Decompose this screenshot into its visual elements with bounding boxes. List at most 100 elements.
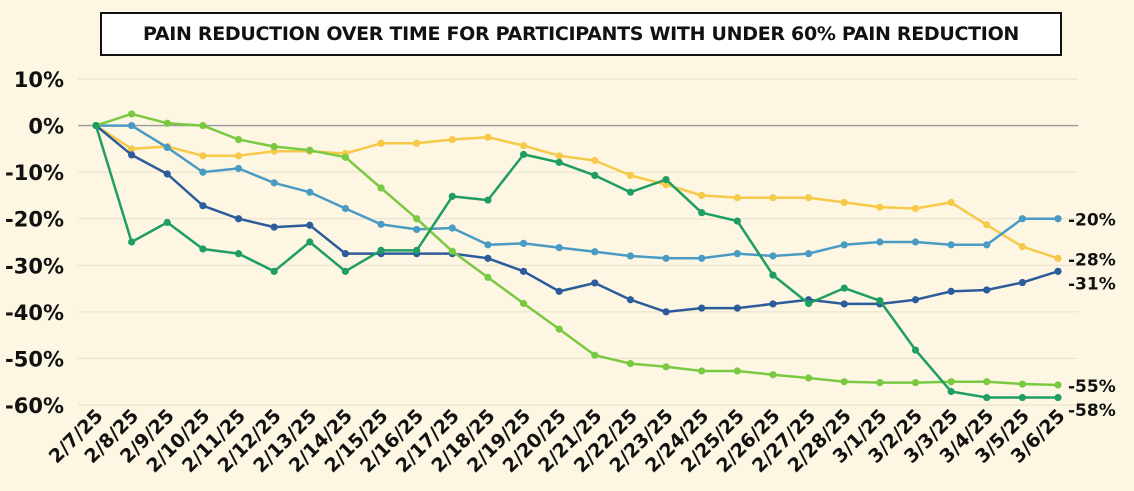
series-line xyxy=(94,112,1060,387)
data-point xyxy=(769,300,777,308)
data-point xyxy=(163,218,171,227)
data-point xyxy=(911,204,920,213)
data-point xyxy=(448,135,456,144)
end-value-label: -31% xyxy=(1068,274,1116,294)
data-point xyxy=(519,299,528,308)
data-point xyxy=(199,168,207,176)
end-value-label: -28% xyxy=(1068,250,1116,270)
data-point xyxy=(484,196,492,204)
data-point xyxy=(341,267,350,275)
data-point xyxy=(804,299,813,308)
data-point xyxy=(234,250,243,258)
data-point xyxy=(234,135,243,144)
series-line xyxy=(94,124,1060,314)
data-point xyxy=(234,152,243,160)
data-point xyxy=(626,171,635,180)
data-point xyxy=(983,286,991,294)
data-point xyxy=(1054,267,1062,275)
data-point xyxy=(306,221,314,229)
data-point xyxy=(1018,380,1026,388)
data-point xyxy=(591,279,599,287)
data-point xyxy=(484,254,492,262)
data-point xyxy=(876,203,884,211)
data-point xyxy=(484,273,492,281)
data-point xyxy=(840,300,848,308)
data-point xyxy=(1054,381,1062,389)
data-point xyxy=(484,133,492,141)
data-point xyxy=(911,379,920,387)
data-point xyxy=(163,143,171,152)
data-point xyxy=(199,202,207,210)
data-point xyxy=(591,156,599,165)
y-tick-label: -10% xyxy=(5,161,64,185)
data-point xyxy=(555,325,563,333)
data-point xyxy=(128,238,136,246)
data-point xyxy=(769,194,777,202)
y-tick-label: -40% xyxy=(5,301,64,325)
end-value-label: -20% xyxy=(1068,211,1116,231)
data-point xyxy=(591,351,599,359)
end-value-label: -55% xyxy=(1068,377,1116,397)
data-point xyxy=(947,198,955,207)
grid-layer xyxy=(78,78,1078,406)
data-point xyxy=(377,139,385,147)
data-point xyxy=(662,363,670,371)
data-point xyxy=(413,139,421,147)
data-point xyxy=(519,239,528,247)
data-point xyxy=(733,367,741,375)
data-point xyxy=(1018,278,1026,287)
data-point xyxy=(270,267,278,275)
y-axis-ticks: 10% 0% -10% -20% -30% -40% -50% -60% xyxy=(5,68,64,418)
data-point xyxy=(341,250,350,258)
series-line xyxy=(94,124,1060,260)
data-point xyxy=(947,387,955,396)
data-point xyxy=(555,158,563,166)
y-tick-label: -60% xyxy=(5,394,64,418)
data-point xyxy=(377,246,385,254)
series-5 xyxy=(92,121,1062,402)
data-point xyxy=(626,296,635,304)
data-point xyxy=(1018,393,1026,402)
y-tick-label: -30% xyxy=(5,254,64,278)
data-point xyxy=(555,287,563,295)
data-point xyxy=(377,184,385,192)
data-point xyxy=(413,246,421,254)
data-point xyxy=(555,243,563,252)
data-point xyxy=(769,371,777,379)
data-point xyxy=(519,141,528,150)
series-line xyxy=(94,124,1060,260)
data-point xyxy=(306,188,314,196)
data-point xyxy=(804,194,813,202)
x-axis-ticks: 2/7/252/8/252/9/252/10/252/11/252/12/252… xyxy=(45,405,1070,477)
data-point xyxy=(983,393,991,402)
data-point xyxy=(804,374,813,382)
data-point xyxy=(1054,393,1062,402)
data-point xyxy=(128,151,136,159)
data-point xyxy=(1018,215,1026,223)
data-point xyxy=(876,379,884,387)
data-point xyxy=(199,245,207,253)
data-point xyxy=(769,271,777,279)
data-point xyxy=(840,241,848,249)
data-point xyxy=(270,142,278,151)
data-point xyxy=(306,146,314,154)
data-point xyxy=(270,223,278,231)
data-point xyxy=(199,121,207,130)
y-tick-label: 0% xyxy=(28,115,64,139)
data-point xyxy=(698,367,706,375)
series-layer xyxy=(92,110,1062,402)
data-point xyxy=(626,188,635,196)
data-point xyxy=(591,171,599,180)
data-point xyxy=(341,204,350,213)
data-point xyxy=(234,215,243,223)
y-tick-label: -50% xyxy=(5,347,64,371)
data-point xyxy=(698,191,706,200)
data-point xyxy=(448,224,456,232)
data-point xyxy=(92,121,100,130)
series-3 xyxy=(92,121,1062,316)
data-point xyxy=(911,238,920,246)
data-point xyxy=(163,119,171,127)
data-point xyxy=(698,254,706,262)
